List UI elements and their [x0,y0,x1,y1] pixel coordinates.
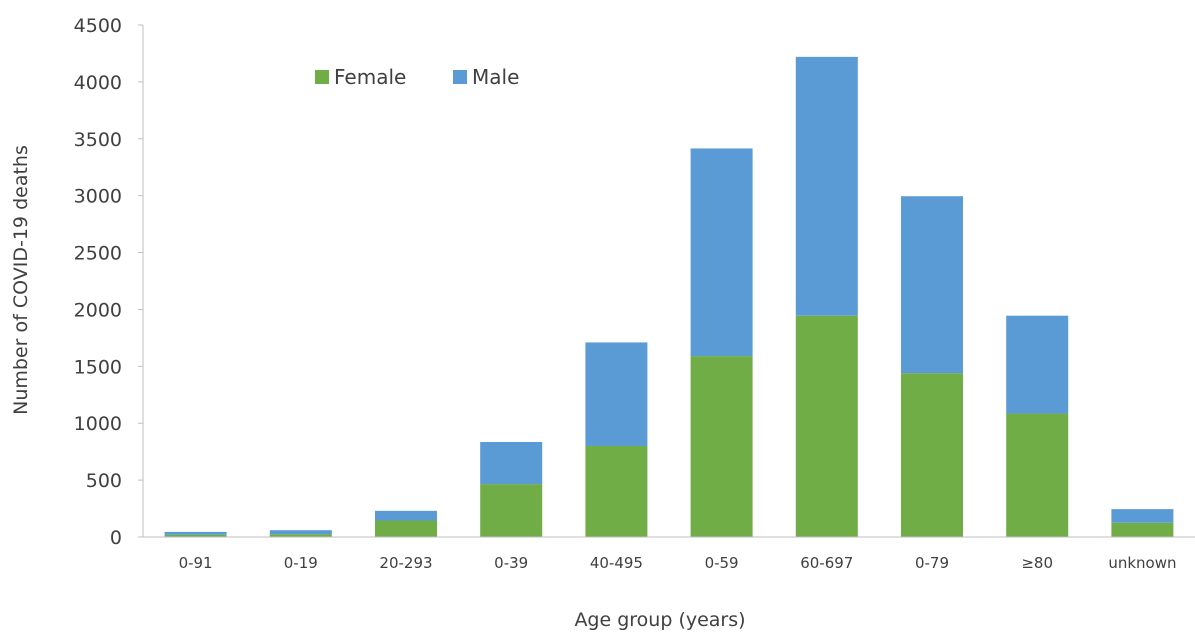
x-tick-label: unknown [1108,554,1176,572]
y-tick-label: 2500 [74,243,122,265]
legend-label-female: Female [334,65,406,89]
bar-female-8 [1006,413,1069,537]
bar-male-3 [480,441,543,485]
y-tick-label: 2000 [74,299,122,321]
x-tick-label: ≥80 [1021,554,1053,572]
bar-male-9 [1111,509,1174,523]
y-tick-label: 1000 [74,413,122,435]
x-axis-title: Age group (years) [574,609,745,631]
bar-male-2 [375,510,437,521]
bar-male-5 [690,148,753,357]
x-tick-label: 0-91 [179,554,213,572]
bar-male-6 [795,56,858,316]
legend: Female Male [315,65,519,89]
x-tick-label: 0-59 [705,554,739,572]
bar-male-1 [269,530,332,535]
bar-female-9 [1111,522,1174,537]
x-tick-label: 40-495 [590,554,643,572]
y-tick-label: 4000 [74,72,122,94]
bar-male-4 [585,342,648,446]
y-tick-label: 4500 [74,15,122,37]
bar-female-0 [164,534,227,537]
x-tick-label: 0-39 [494,554,528,572]
y-axis-ticks: 0 500 1000 1500 2000 2500 3000 3500 4000 4500 [74,15,143,549]
y-axis-title: Number of COVID-19 deaths [10,145,32,415]
bar-female-1 [269,534,332,537]
bar-female-7 [901,373,963,537]
bar-male-0 [164,531,227,535]
legend-label-male: Male [472,65,519,89]
bar-female-5 [690,356,753,537]
y-tick-label: 0 [110,527,122,549]
bar-male-8 [1006,315,1069,414]
y-tick-label: 3500 [74,129,122,151]
bar-male-7 [901,196,963,374]
bar-female-4 [585,445,648,537]
y-tick-label: 1500 [74,356,122,378]
x-tick-label: 60-697 [800,554,853,572]
y-tick-label: 500 [86,470,122,492]
x-tick-label: 0-19 [284,554,318,572]
bar-female-6 [795,315,858,537]
legend-swatch-female [315,70,329,84]
bar-female-3 [480,484,543,537]
x-tick-label: 0-79 [915,554,949,572]
x-tick-label: 20-293 [379,554,432,572]
bar-female-2 [375,520,437,537]
bars [164,56,1174,537]
legend-swatch-male [453,70,467,84]
y-tick-label: 3000 [74,186,122,208]
x-axis-ticks: 0-91 0-19 20-293 0-39 40-495 0-59 60-697 0-79 ≥8… [179,554,1177,572]
